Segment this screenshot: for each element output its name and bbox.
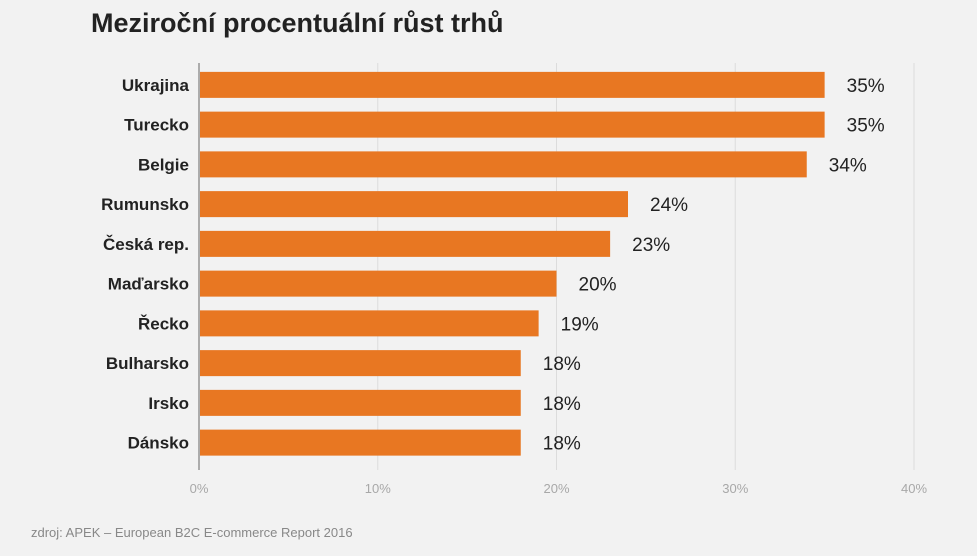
category-label: Irsko	[148, 394, 189, 413]
chart-title: Meziroční procentuální růst trhů	[91, 8, 504, 38]
bar	[200, 310, 539, 337]
bar	[200, 111, 825, 138]
x-tick-label: 0%	[190, 481, 209, 496]
value-label: 35%	[847, 116, 885, 137]
value-label: 35%	[847, 76, 885, 97]
category-label: Rumunsko	[101, 195, 189, 214]
x-tick-label: 40%	[901, 481, 927, 496]
labels: Ukrajina 35% Turecko 35% Belgie 34% Rumunsko 24…	[101, 76, 885, 455]
value-label: 18%	[543, 434, 581, 455]
value-label: 19%	[561, 314, 599, 335]
category-label: Bulharsko	[106, 354, 189, 373]
value-label: 24%	[650, 195, 688, 216]
bar	[200, 389, 521, 416]
value-label: 20%	[579, 275, 617, 296]
bar	[200, 71, 825, 98]
value-label: 34%	[829, 155, 867, 176]
bar	[200, 429, 521, 456]
x-tick-label: 10%	[365, 481, 391, 496]
value-label: 18%	[543, 394, 581, 415]
bar	[200, 230, 611, 257]
category-label: Maďarsko	[108, 275, 189, 294]
x-tick-label: 30%	[722, 481, 748, 496]
bar	[200, 350, 521, 377]
value-label: 23%	[632, 235, 670, 256]
category-label: Belgie	[138, 155, 189, 174]
x-tick-label: 20%	[543, 481, 569, 496]
category-label: Turecko	[124, 116, 189, 135]
category-label: Řecko	[138, 314, 189, 333]
value-label: 18%	[543, 354, 581, 375]
bars	[200, 71, 825, 456]
source-note: zdroj: APEK – European B2C E-commerce Re…	[31, 525, 353, 540]
category-label: Česká rep.	[103, 235, 189, 254]
bar	[200, 191, 628, 218]
bar	[200, 151, 807, 178]
category-label: Ukrajina	[122, 76, 190, 95]
x-axis-ticks: 0% 10% 20% 30% 40%	[190, 481, 928, 496]
bar	[200, 270, 557, 297]
category-label: Dánsko	[128, 434, 189, 453]
